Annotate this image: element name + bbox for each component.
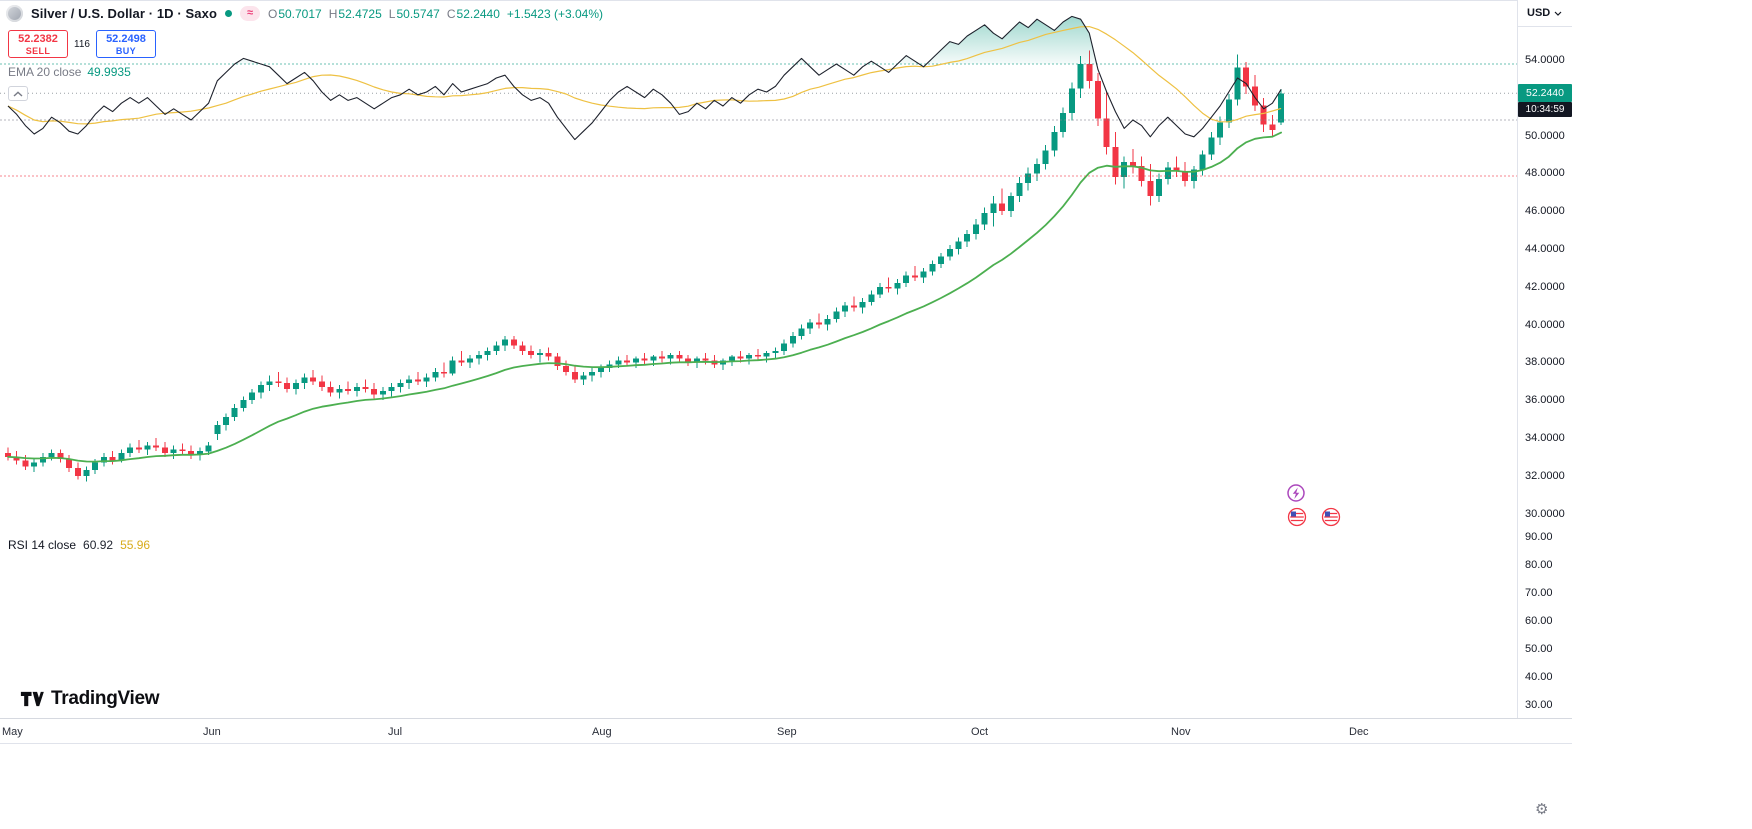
rsi-pane[interactable] xyxy=(0,0,1517,188)
buy-price: 52.2498 xyxy=(106,32,146,45)
symbol-legend: Silver / U.S. Dollar · 1D · Saxo ≈ O 50.7… xyxy=(6,5,603,22)
ema-20-line xyxy=(7,131,1282,463)
currency-label: USD xyxy=(1527,7,1551,19)
close-value: 52.2440 xyxy=(456,6,500,21)
rsi-tick: 80.00 xyxy=(1525,559,1553,571)
rsi-tick: 60.00 xyxy=(1525,615,1553,627)
lightning-event-icon[interactable] xyxy=(1287,484,1305,502)
ema-legend[interactable]: EMA 20 close 49.9935 xyxy=(8,65,131,79)
rsi-tick: 70.00 xyxy=(1525,587,1553,599)
low-value: 50.5747 xyxy=(396,6,440,21)
ohlc-values: O 50.7017 H 52.4725 L 50.5747 C 52.2440 +1.5… xyxy=(268,7,603,21)
silver-coin-icon xyxy=(6,5,23,22)
chevron-up-icon xyxy=(13,90,23,97)
market-open-dot-icon xyxy=(224,10,232,17)
flag-event-icon-1[interactable] xyxy=(1287,507,1307,527)
price-scale[interactable]: USD 54.0000 50.0000 48.0000 46.0000 44.0000 4… xyxy=(1518,0,1572,829)
buy-label: BUY xyxy=(115,45,137,56)
price-tick: 50.0000 xyxy=(1525,129,1565,142)
rsi-tick: 50.00 xyxy=(1525,643,1553,655)
rsi-tick: 30.00 xyxy=(1525,699,1553,711)
price-tick: 54.0000 xyxy=(1525,54,1565,66)
rsi-band-lines xyxy=(0,63,1517,177)
high-label: H xyxy=(328,6,338,21)
tradingview-logo[interactable]: TradingView xyxy=(20,688,160,710)
month-label: Oct xyxy=(971,726,989,738)
price-tick: 40.0000 xyxy=(1525,318,1565,331)
high-value: 52.4725 xyxy=(338,6,382,21)
low-label: L xyxy=(388,6,396,21)
month-label: May xyxy=(2,726,23,738)
month-label: Dec xyxy=(1349,726,1369,738)
rsi-value: 60.92 xyxy=(83,538,114,552)
settings-gear-icon[interactable]: ⚙ xyxy=(1535,801,1549,818)
chevron-down-icon xyxy=(1554,11,1562,16)
month-label: Sep xyxy=(777,726,797,738)
price-tick: 36.0000 xyxy=(1525,394,1565,407)
price-tick: 42.0000 xyxy=(1525,280,1565,293)
collapse-legend-button[interactable] xyxy=(8,86,28,101)
tradingview-wordmark: TradingView xyxy=(51,688,160,709)
price-tick: 34.0000 xyxy=(1525,432,1565,444)
current-price-label: 52.2440 xyxy=(1518,84,1572,103)
ema-label: EMA 20 close xyxy=(8,65,82,79)
tradingview-mark-icon xyxy=(20,691,44,707)
flag-event-icon-2[interactable] xyxy=(1321,507,1341,527)
bar-countdown-label: 10:34:59 xyxy=(1518,102,1572,118)
rsi-overbought-fill xyxy=(8,16,1282,64)
trade-panel: 52.2382 SELL 116 52.2498 BUY xyxy=(8,30,156,58)
spread-value: 116 xyxy=(74,38,90,50)
rsi-ma-value: 55.96 xyxy=(120,538,151,552)
month-label: Jun xyxy=(203,726,221,738)
price-tick: 38.0000 xyxy=(1525,356,1565,369)
time-axis[interactable]: May Jun Jul Aug Sep Oct Nov Dec xyxy=(0,718,1572,744)
month-label: Jul xyxy=(388,726,403,738)
close-label: C xyxy=(446,6,456,21)
price-tick: 48.0000 xyxy=(1525,167,1565,180)
change-value: +1.5423 (+3.04%) xyxy=(506,6,603,21)
rsi-line xyxy=(7,15,1282,141)
rsi-tick: 90.00 xyxy=(1525,531,1553,543)
price-tick: 32.0000 xyxy=(1525,469,1565,482)
price-pane[interactable] xyxy=(0,0,1517,530)
price-tick: 30.0000 xyxy=(1525,507,1565,520)
price-tick: 44.0000 xyxy=(1525,243,1565,255)
ema-value: 49.9935 xyxy=(87,65,131,79)
delayed-data-badge[interactable]: ≈ xyxy=(239,6,260,21)
price-tick: 46.0000 xyxy=(1525,205,1565,218)
sell-label: SELL xyxy=(25,45,51,56)
open-label: O xyxy=(267,6,278,21)
rsi-legend[interactable]: RSI 14 close 60.92 55.96 xyxy=(8,538,150,552)
rsi-label: RSI 14 close xyxy=(8,538,77,552)
candles-series xyxy=(5,50,1285,482)
month-label: Nov xyxy=(1171,726,1191,738)
currency-selector[interactable]: USD xyxy=(1518,0,1572,27)
open-value: 50.7017 xyxy=(278,6,322,21)
sell-button[interactable]: 52.2382 SELL xyxy=(8,30,68,58)
symbol-title[interactable]: Silver / U.S. Dollar · 1D · Saxo xyxy=(31,6,217,21)
buy-button[interactable]: 52.2498 BUY xyxy=(95,30,156,58)
rsi-ma-line xyxy=(7,26,1282,125)
rsi-tick: 40.00 xyxy=(1525,671,1553,683)
month-label: Aug xyxy=(592,726,612,738)
sell-price: 52.2382 xyxy=(18,32,58,45)
price-scale-separator xyxy=(1517,0,1518,744)
